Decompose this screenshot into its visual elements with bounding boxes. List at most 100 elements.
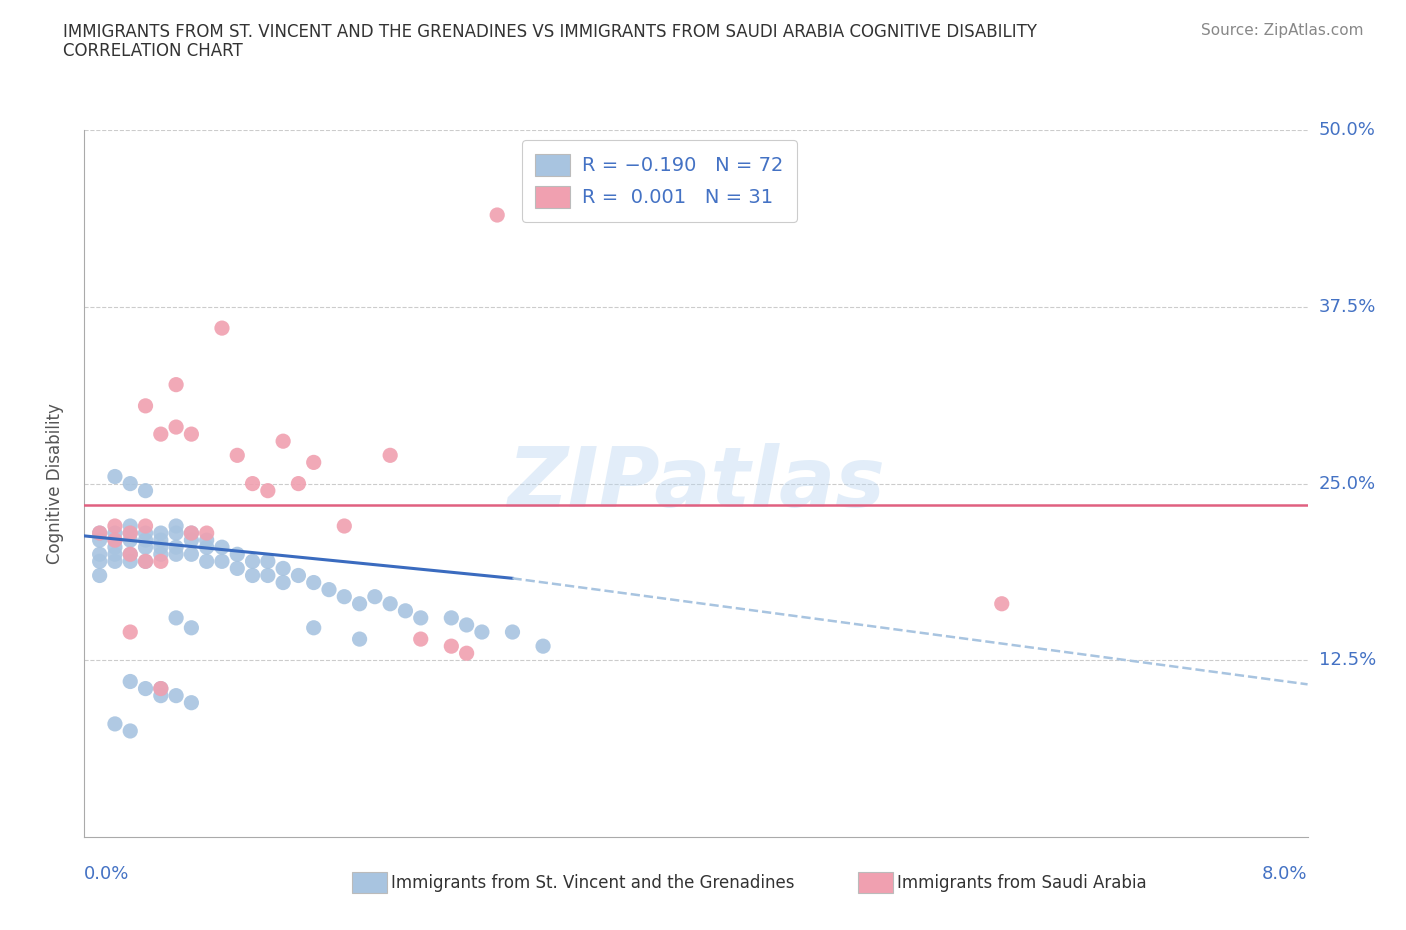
Point: [257, 568, 280, 583]
Point: [486, 207, 509, 222]
Point: [120, 625, 142, 640]
Point: [104, 469, 127, 484]
Point: [120, 674, 142, 689]
Point: [318, 582, 340, 597]
Point: [165, 519, 187, 534]
Point: [302, 575, 325, 590]
Point: [104, 519, 127, 534]
Point: [180, 533, 202, 548]
Point: [257, 554, 280, 569]
Point: [271, 561, 294, 576]
Point: [104, 716, 127, 731]
Point: [120, 724, 142, 738]
Point: [135, 533, 157, 548]
Point: [165, 378, 187, 392]
Point: [242, 476, 264, 491]
Point: [120, 554, 142, 569]
Point: [165, 525, 187, 540]
Point: [195, 554, 218, 569]
Point: [226, 448, 249, 463]
Point: [380, 448, 402, 463]
Text: 8.0%: 8.0%: [1263, 865, 1308, 884]
Point: [120, 533, 142, 548]
Point: [120, 519, 142, 534]
Point: [440, 639, 463, 654]
Text: ZIPatlas: ZIPatlas: [508, 443, 884, 525]
Point: [104, 533, 127, 548]
Point: [135, 398, 157, 413]
Point: [135, 484, 157, 498]
Point: [165, 688, 187, 703]
Point: [135, 519, 157, 534]
Point: [149, 533, 172, 548]
Point: [287, 568, 309, 583]
Point: [531, 639, 554, 654]
Point: [135, 681, 157, 696]
Point: [104, 547, 127, 562]
Point: [135, 554, 157, 569]
Point: [349, 596, 371, 611]
Point: [180, 547, 202, 562]
Point: [89, 568, 111, 583]
Point: [211, 321, 233, 336]
Point: [302, 620, 325, 635]
Point: [149, 427, 172, 442]
Point: [271, 575, 294, 590]
Point: [165, 547, 187, 562]
Point: [120, 476, 142, 491]
Legend: R = −0.190   N = 72, R =  0.001   N = 31: R = −0.190 N = 72, R = 0.001 N = 31: [522, 140, 797, 221]
Point: [149, 525, 172, 540]
Point: [149, 681, 172, 696]
Point: [195, 525, 218, 540]
Point: [149, 554, 172, 569]
Point: [89, 525, 111, 540]
Point: [149, 539, 172, 554]
Point: [89, 533, 111, 548]
Point: [440, 610, 463, 625]
Point: [409, 631, 432, 646]
Point: [380, 596, 402, 611]
Point: [120, 525, 142, 540]
Point: [180, 525, 202, 540]
Point: [287, 476, 309, 491]
Point: [149, 547, 172, 562]
Point: [120, 547, 142, 562]
Point: [89, 554, 111, 569]
Point: [226, 547, 249, 562]
Point: [333, 590, 356, 604]
Point: [456, 618, 478, 632]
Point: [195, 533, 218, 548]
Point: [990, 596, 1012, 611]
Point: [104, 554, 127, 569]
Point: [211, 554, 233, 569]
Point: [149, 681, 172, 696]
Y-axis label: Cognitive Disability: Cognitive Disability: [45, 404, 63, 564]
Text: CORRELATION CHART: CORRELATION CHART: [63, 42, 243, 60]
Point: [349, 631, 371, 646]
Point: [180, 525, 202, 540]
Text: Immigrants from Saudi Arabia: Immigrants from Saudi Arabia: [897, 873, 1147, 892]
Point: [456, 645, 478, 660]
Point: [165, 419, 187, 434]
Text: 12.5%: 12.5%: [1319, 651, 1376, 670]
Point: [135, 525, 157, 540]
Point: [120, 525, 142, 540]
Point: [165, 610, 187, 625]
Text: Source: ZipAtlas.com: Source: ZipAtlas.com: [1201, 23, 1364, 38]
Point: [180, 427, 202, 442]
Point: [120, 547, 142, 562]
Text: 50.0%: 50.0%: [1319, 121, 1375, 140]
Point: [211, 539, 233, 554]
Point: [409, 610, 432, 625]
Point: [394, 604, 416, 618]
Point: [471, 625, 494, 640]
Point: [104, 533, 127, 548]
Text: 25.0%: 25.0%: [1319, 474, 1376, 493]
Point: [149, 688, 172, 703]
Point: [501, 625, 523, 640]
Point: [364, 590, 387, 604]
Point: [135, 539, 157, 554]
Point: [89, 525, 111, 540]
Point: [104, 525, 127, 540]
Point: [180, 620, 202, 635]
